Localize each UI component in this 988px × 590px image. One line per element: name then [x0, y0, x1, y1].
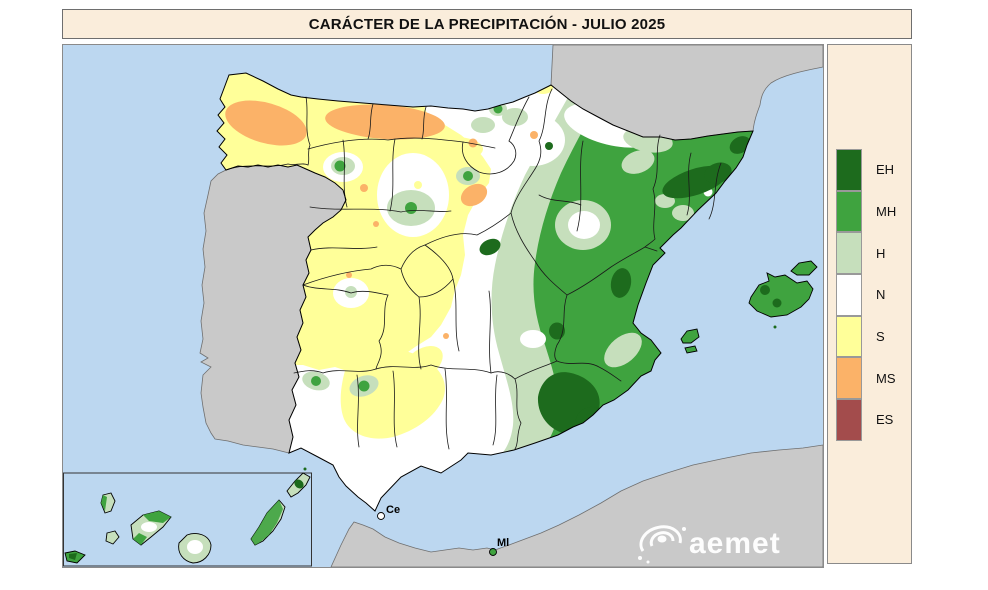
legend-item-ms: MS: [828, 357, 911, 400]
legend-label-es: ES: [876, 412, 894, 428]
spain-coastline: [216, 72, 754, 512]
map-panel: Ce Ml aemet: [62, 44, 824, 568]
legend-label-h: H: [876, 245, 886, 261]
legend-item-es: ES: [828, 399, 911, 441]
legend-swatch-s: [836, 315, 862, 358]
legend-item-mh: MH: [828, 190, 911, 233]
legend-label-s: S: [876, 329, 885, 345]
ceuta-marker: Ce: [377, 504, 400, 520]
legend-swatch-mh: [836, 190, 862, 233]
africa-land: [330, 444, 823, 567]
legend-swatch-eh: [836, 149, 862, 191]
legend-item-n: N: [828, 274, 911, 316]
melilla-marker: Ml: [489, 537, 509, 556]
legend-label-n: N: [876, 287, 886, 303]
legend-label-mh: MH: [876, 204, 897, 220]
canary-inset: [63, 467, 312, 567]
legend-item-h: H: [828, 232, 911, 275]
legend-item-eh: EH: [828, 149, 911, 191]
page-title: CARÁCTER DE LA PRECIPITACIÓN - JULIO 202…: [308, 15, 666, 33]
legend-swatch-n: [836, 274, 862, 316]
legend-item-s: S: [828, 315, 911, 358]
spain-precipitation-map: Ce Ml aemet: [63, 45, 823, 567]
title-bar: CARÁCTER DE LA PRECIPITACIÓN - JULIO 202…: [62, 9, 912, 39]
legend-label-ms: MS: [876, 370, 896, 386]
aemet-logo: aemet: [638, 525, 781, 564]
aemet-swirl-icon: [638, 525, 686, 564]
aemet-logo-text: aemet: [689, 527, 781, 560]
region-borders: [225, 88, 722, 450]
legend-label-eh: EH: [876, 162, 895, 178]
legend-panel: EH MH H N S MS ES: [827, 44, 912, 564]
ceuta-label: Ce: [386, 504, 400, 516]
balearic-islands: [680, 260, 818, 354]
legend-swatch-ms: [836, 357, 862, 400]
neighbor-land: [199, 45, 823, 567]
melilla-label: Ml: [497, 537, 509, 549]
legend-swatch-es: [836, 399, 862, 441]
legend-swatch-h: [836, 232, 862, 275]
